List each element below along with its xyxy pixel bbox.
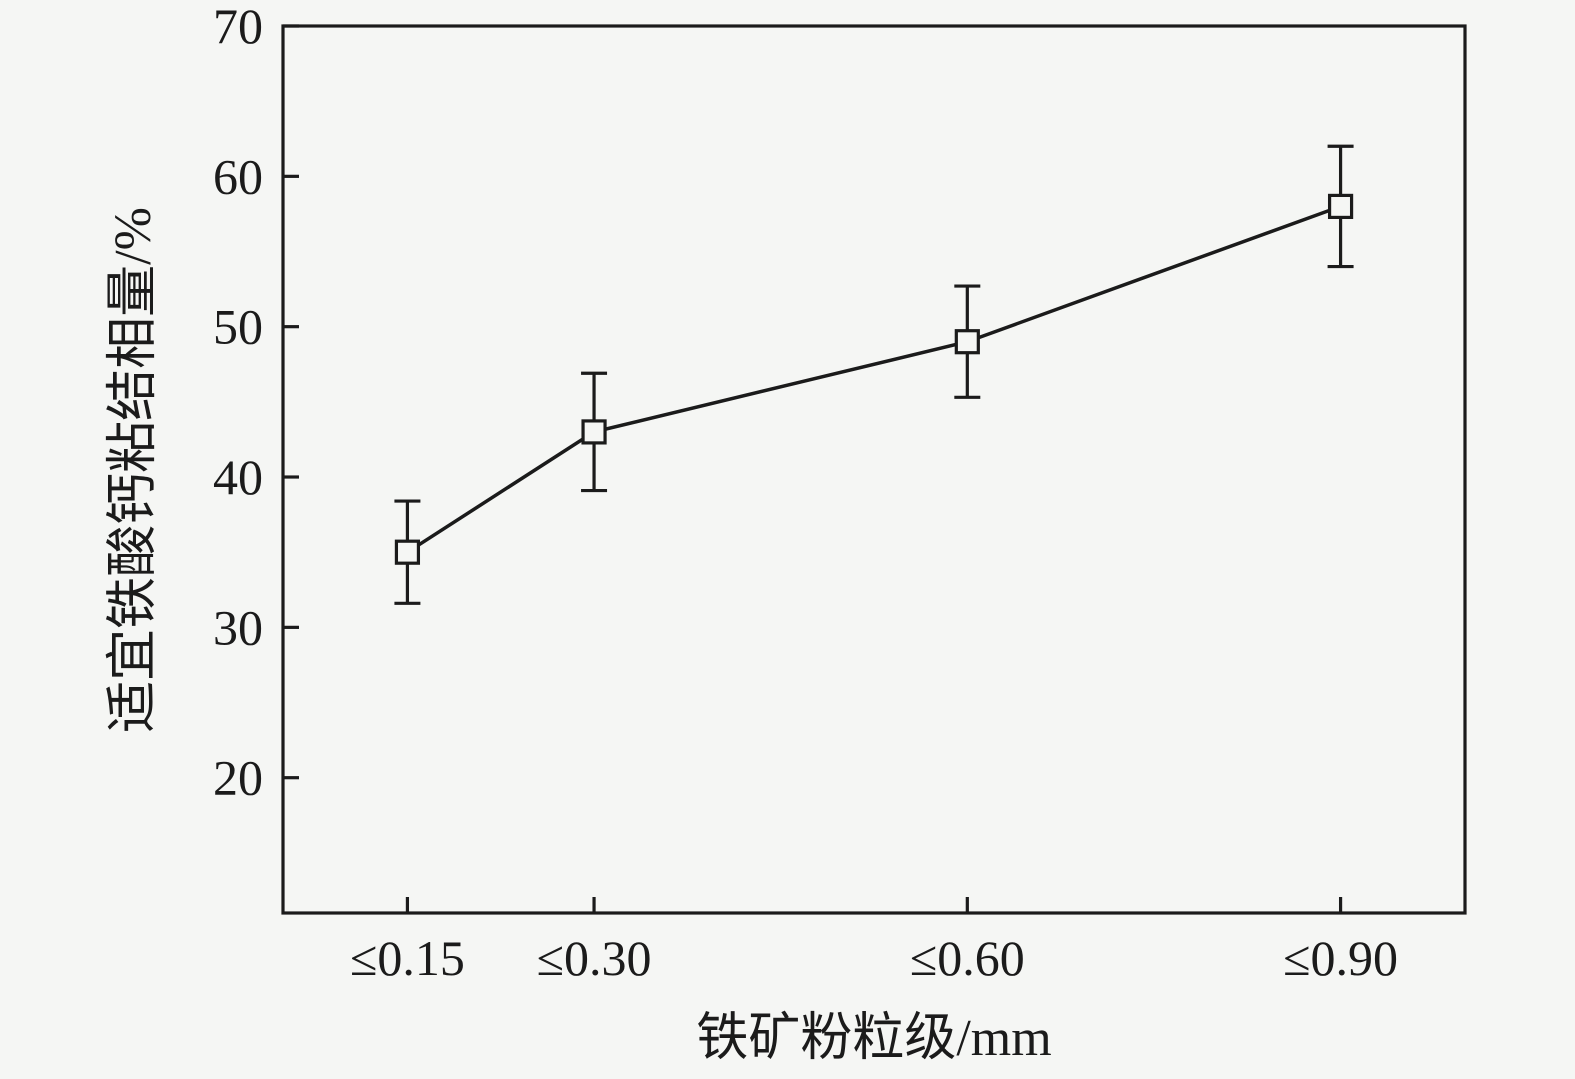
data-point-marker [954,329,980,355]
plot-frame [281,24,1467,915]
y-tick-label: 40 [213,449,263,505]
data-point-marker [394,539,421,565]
data-point-marker [1327,193,1354,220]
x-tick-label: ≤0.90 [1283,930,1398,986]
x-tick-label: ≤0.15 [350,930,465,986]
data-point-marker [581,419,607,445]
x-tick-label: ≤0.30 [537,930,652,986]
y-tick-label: 20 [213,750,263,806]
y-tick-label: 70 [213,0,263,54]
y-tick-label: 30 [213,599,263,655]
x-axis-title: 铁矿粉粒级/mm [696,1010,1051,1067]
y-tick-label: 50 [213,299,263,355]
y-axis-title: 适宜铁酸钙粘结相量/% [105,207,162,733]
series-line [406,204,1342,554]
plot-area: 20 30 40 50 60 70 ≤0.15 ≤0.30 ≤0.60 ≤0.90 [213,0,1467,986]
x-tick-label: ≤0.60 [910,930,1025,986]
y-tick-label: 60 [213,148,263,204]
